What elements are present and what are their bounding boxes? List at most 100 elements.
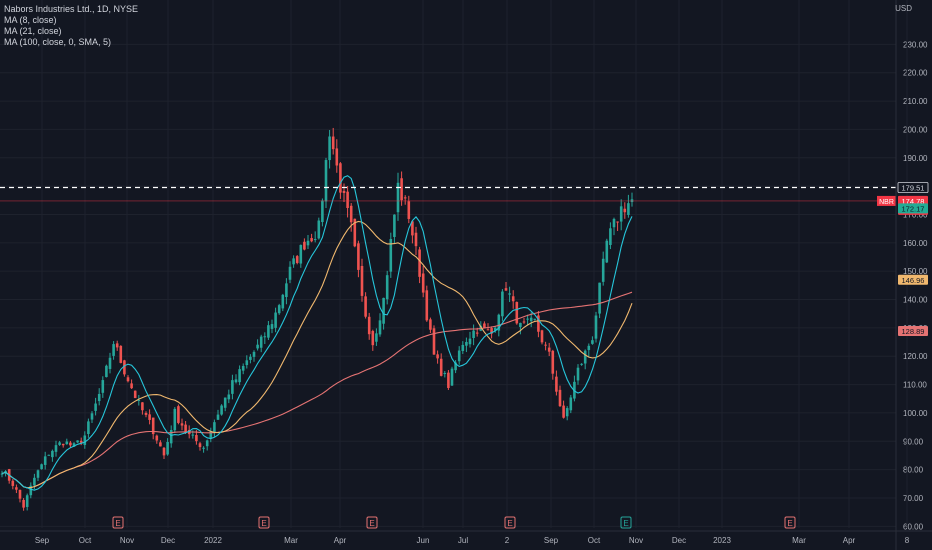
x-tick-label: Mar [792,536,806,545]
candle-body [11,480,15,486]
y-tick-label: 60.00 [903,522,924,531]
candle-body [191,434,195,436]
candle-body [346,191,349,208]
y-tick-label: 220.00 [903,69,928,78]
candle-body [184,424,187,432]
symbol-tag [877,195,896,206]
y-tick-label: 120.00 [903,352,928,361]
candle-body [360,265,364,296]
candle-body [598,282,601,314]
x-tick-label: Apr [334,536,347,545]
candle-body [537,315,540,332]
candle-body [569,397,573,411]
x-tick-label: 2023 [713,536,731,545]
x-tick-label: Dec [161,536,175,545]
candle-body [177,406,180,423]
y-tick-label: 90.00 [903,437,924,446]
candle-body [328,136,331,161]
candle-body [493,327,497,331]
earnings-marker [504,516,516,529]
candle-body [256,344,259,349]
earnings-marker [258,516,270,529]
candle-body [274,312,277,328]
candle-body [515,302,519,324]
candle-body [159,442,162,447]
candle-body [94,403,97,411]
candle-body [108,357,112,369]
candle-body [425,290,429,321]
candle-body [198,443,202,448]
candle-body [303,241,306,250]
candle-body [285,283,288,298]
candle-body [54,445,58,452]
candle-body [25,495,29,507]
candle-body [87,421,90,434]
y-tick-label: 140.00 [903,296,928,305]
candle-body [245,360,249,366]
candle-body [612,218,616,228]
candle-body [551,350,555,374]
candle-body [558,389,562,407]
candle-body [321,200,324,223]
candle-body [213,422,216,434]
ma8-line [1,175,633,491]
candle-body [101,380,105,393]
candle-body [97,393,101,402]
legend-ma8[interactable]: MA (8, close) [4,15,57,25]
symbol-tag-text: NBR [879,199,894,206]
price-label: 128.89 [902,327,925,336]
candle-body [364,296,367,317]
candle-body [483,323,486,329]
candle-body [288,266,292,280]
candle-body [461,344,465,351]
candle-body [339,163,342,193]
candle-body [396,182,400,213]
candle-body [411,221,414,236]
x-tick-label: 2 [505,536,510,545]
earnings-marker-label: E [261,519,266,528]
candle-body [529,317,533,322]
candle-body [209,431,213,438]
candle-body [378,320,382,335]
candle-body [414,232,418,247]
candle-body [252,351,256,357]
candle-body [281,294,285,309]
candle-body [357,243,360,270]
candle-body [501,291,504,317]
candle-body [310,238,313,242]
legend-ma100[interactable]: MA (100, close, 0, SMA, 5) [4,37,112,47]
candle-body [331,136,335,150]
candle-body [519,322,522,327]
candle-body [421,273,425,293]
candle-body [335,148,339,166]
legend-title[interactable]: Nabors Industries Ltd., 1D, NYSE [4,4,139,14]
candle-body [547,347,551,352]
legend-ma21[interactable]: MA (21, close) [4,26,62,36]
candle-body [133,390,137,399]
candle-body [292,258,295,265]
candle-body [227,394,231,400]
earnings-marker-label: E [507,519,512,528]
candle-body [162,447,166,456]
candle-body [475,332,479,334]
candle-body [148,414,151,420]
candle-body [205,440,209,447]
candle-body [33,477,36,486]
y-tick-label: 110.00 [903,381,927,390]
candle-body [375,333,378,342]
candle-body [562,405,565,418]
candle-body [472,330,475,338]
candle-body [382,297,385,324]
candle-body [79,440,83,443]
candle-body [432,328,436,355]
x-tick-label: Oct [588,536,601,545]
candle-body [429,319,432,330]
candle-body [371,330,375,346]
ma21-line [1,220,633,489]
candle-body [400,178,403,201]
candle-body [605,240,609,263]
candle-body [144,412,148,415]
legend: Nabors Industries Ltd., 1D, NYSE MA (8, … [4,4,138,48]
x-tick-label: Sep [35,536,50,545]
